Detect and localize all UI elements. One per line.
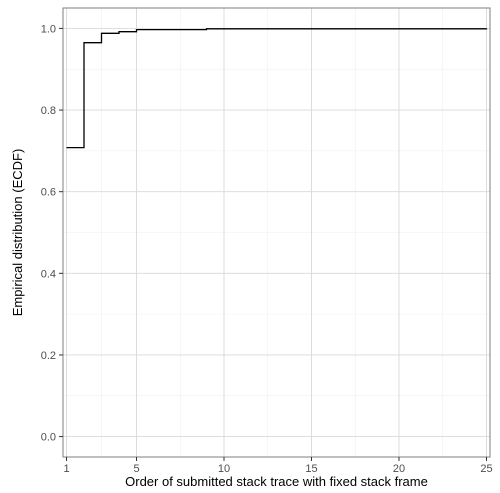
x-axis-title: Order of submitted stack trace with fixe…: [125, 474, 428, 489]
plot-border: [62, 7, 491, 458]
y-axis-ticks: 0.0 0.2 0.4 0.6 0.8 1.0: [41, 23, 63, 444]
y-tick-label: 0.8: [41, 105, 56, 117]
x-tick-label: 5: [133, 463, 139, 475]
ecdf-step-line: [66, 28, 488, 149]
x-tick-label: 20: [393, 463, 405, 475]
series-layer: [66, 28, 488, 149]
y-tick-label: 0.2: [41, 350, 56, 362]
x-tick-label: 1: [63, 463, 69, 475]
y-tick-label: 1.0: [41, 23, 56, 35]
x-tick-label: 25: [480, 463, 492, 475]
y-tick-label: 0.6: [41, 187, 56, 199]
x-tick-label: 15: [305, 463, 317, 475]
y-tick-label: 0.4: [41, 268, 56, 280]
y-axis-title: Empirical distribution (ECDF): [10, 149, 25, 317]
minor-gridlines: [63, 8, 490, 457]
x-tick-label: 10: [218, 463, 230, 475]
y-tick-label: 0.0: [41, 432, 56, 444]
x-axis-ticks: 1 5 10 15 20 25: [63, 457, 493, 475]
